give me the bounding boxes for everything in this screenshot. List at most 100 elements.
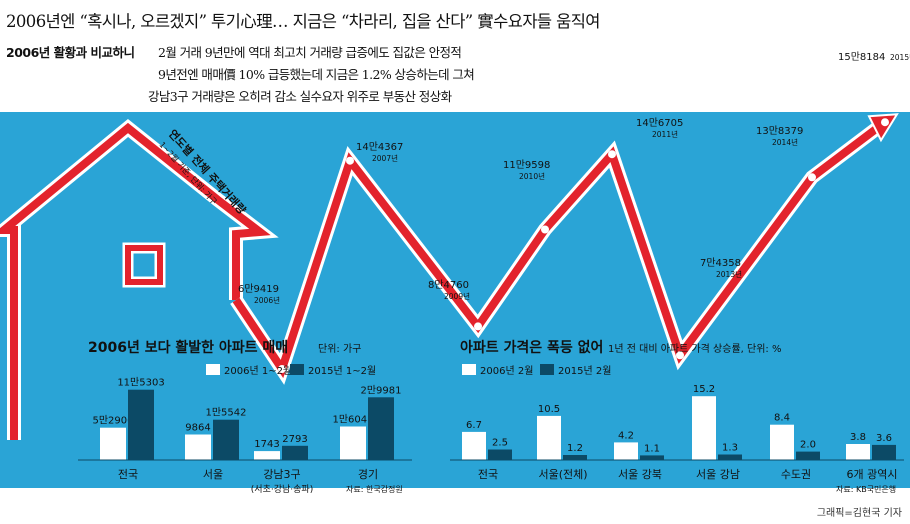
line-value-label: 8만4760	[428, 279, 469, 291]
bar2-unit: 1년 전 대비 아파트 가격 상승률, 단위: %	[608, 342, 781, 355]
bar	[796, 451, 820, 460]
line-title-group: 연도별 전체 주택거래량 1~2월 기준, 단위: 가구	[157, 127, 249, 217]
legend-label: 2015년 1~2월	[308, 365, 376, 377]
legend-label: 2006년 1~2월	[224, 365, 292, 377]
bar	[718, 454, 742, 460]
category-label: 전국	[478, 468, 498, 481]
line-point	[676, 351, 684, 360]
line-value-label: 15만8184	[838, 51, 885, 63]
bar-value-label: 1743	[254, 439, 279, 450]
category-label: 서울 강북	[618, 468, 662, 481]
graphic-credit: 그래픽=김현국 기자	[816, 508, 902, 519]
category-label: 서울 강남	[696, 468, 740, 481]
headline: 2006년엔 “혹시나, 오르겠지” 투기心理… 지금은 “차라리, 집을 산다…	[6, 12, 600, 31]
comparison-label: 2006년 활황과 비교하니	[6, 45, 135, 60]
bar2-title: 아파트 가격은 폭등 없어	[460, 339, 603, 356]
line-outline	[230, 116, 890, 385]
bar-chart-transactions: 2006년 보다 활발한 아파트 매매 단위: 가구 2006년 1~2월 2015년…	[78, 339, 412, 495]
line-year-label: 2011년	[652, 129, 678, 139]
line-year-label: 2013년	[716, 269, 742, 279]
category-note: (서초·강남·송파)	[251, 484, 313, 495]
line-year-label: 2007년	[372, 153, 398, 163]
bar	[846, 444, 870, 460]
line-value-label: 14만4367	[356, 141, 403, 153]
bar-value-label: 1만5542	[205, 407, 246, 419]
bar	[128, 389, 154, 460]
bar-value-label: 1.1	[644, 443, 660, 454]
bar-value-label: 2793	[282, 434, 307, 445]
summary-line-1: 2월 거래 9년만에 역대 최고치 거래량 급증에도 집값은 안정적	[158, 45, 462, 60]
bar	[340, 426, 366, 460]
bar-value-label: 1.3	[722, 443, 738, 454]
bar-value-label: 2.0	[800, 440, 816, 451]
bar-value-label: 5만2906	[92, 415, 133, 427]
line-point	[881, 118, 889, 127]
bar-value-label: 4.2	[618, 430, 634, 441]
bar-value-label: 11만5303	[117, 377, 164, 389]
bar	[100, 427, 126, 460]
category-label: 6개 광역시	[847, 468, 898, 481]
bar-value-label: 3.6	[876, 433, 892, 444]
bar-value-label: 10.5	[538, 404, 560, 415]
line-year-label: 2009년	[444, 291, 470, 301]
bar-value-label: 2.5	[492, 438, 508, 449]
line-year-label: 2006년	[254, 295, 280, 305]
bar-value-label: 15.2	[693, 384, 715, 395]
bar1-title: 2006년 보다 활발한 아파트 매매	[88, 339, 288, 356]
bar	[563, 455, 587, 460]
line-path	[232, 119, 888, 379]
line-point	[474, 322, 482, 331]
arrow-head	[867, 113, 899, 143]
summary-line-3: 강남3구 거래량은 오히려 감소 실수요자 위주로 부동산 정상화	[148, 89, 452, 104]
category-label: 강남3구	[263, 468, 300, 481]
line-point	[608, 150, 616, 159]
bar2-source: 자료: KB국민은행	[836, 484, 896, 494]
category-label: 전국	[118, 468, 138, 481]
bar	[770, 424, 794, 460]
bar-value-label: 1만6041	[332, 414, 373, 426]
bar	[368, 397, 394, 460]
line-point	[808, 173, 816, 182]
bar-value-label: 3.8	[850, 432, 866, 443]
line-year-label: 2014년	[772, 137, 798, 147]
category-label: 서울(전체)	[538, 468, 587, 481]
legend-swatch	[290, 364, 304, 375]
line-year-label: 2015년	[890, 52, 910, 62]
category-label: 서울	[203, 468, 223, 481]
line-value-label: 6만9419	[238, 283, 279, 295]
legend-swatch	[540, 364, 554, 375]
bar	[537, 415, 561, 460]
bar	[213, 419, 239, 460]
line-point	[278, 365, 286, 373]
line-value-label: 14만6705	[636, 117, 683, 129]
line-value-label: 7만4358	[700, 257, 741, 269]
bar	[488, 449, 512, 460]
bar	[185, 434, 211, 460]
line-year-label: 2010년	[519, 171, 545, 181]
category-label: 경기	[358, 468, 378, 481]
line-value-label: 11만9598	[503, 159, 550, 171]
line-point	[541, 225, 549, 234]
bar	[872, 444, 896, 460]
bar1-unit: 단위: 가구	[318, 342, 361, 355]
legend-swatch	[462, 364, 476, 375]
bar	[282, 445, 308, 460]
bar-value-label: 6.7	[466, 420, 482, 431]
bar	[462, 431, 486, 460]
bar-chart-prices: 아파트 가격은 폭등 없어 1년 전 대비 아파트 가격 상승률, 단위: % 20…	[450, 339, 904, 494]
bar1-source: 자료: 한국감정원	[346, 484, 403, 494]
summary-line-2: 9년전엔 매매價 10% 급등했는데 지금은 1.2% 상승하는데 그쳐	[158, 67, 475, 82]
legend-label: 2015년 2월	[558, 365, 611, 377]
bar-value-label: 1.2	[567, 443, 583, 454]
bar	[640, 455, 664, 460]
bar-value-label: 9864	[185, 423, 210, 434]
bar-value-label: 2만9981	[360, 384, 401, 396]
bar	[614, 442, 638, 460]
legend-label: 2006년 2월	[480, 365, 533, 377]
category-label: 수도권	[781, 468, 811, 481]
house-icon	[0, 118, 279, 440]
line-point	[346, 156, 354, 165]
